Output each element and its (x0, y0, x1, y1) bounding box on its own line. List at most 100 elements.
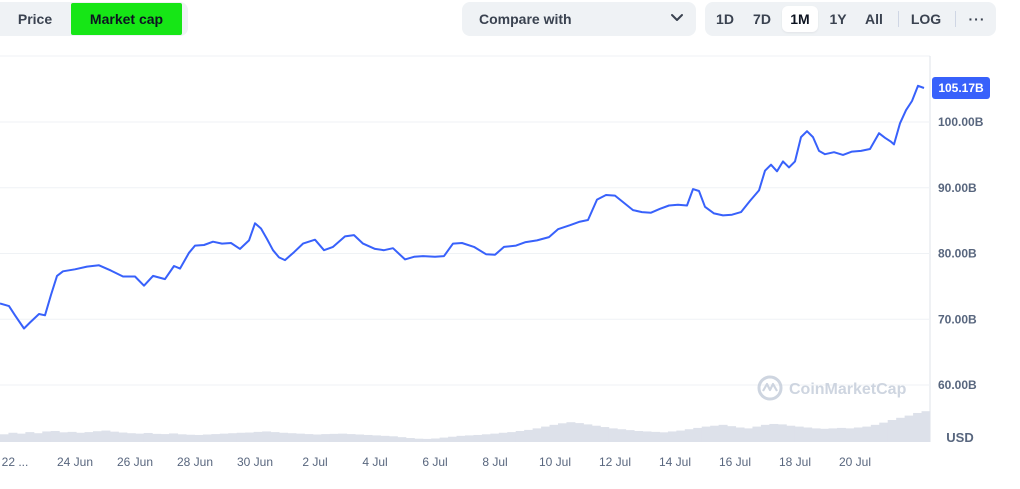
volume-bar (329, 433, 339, 442)
volume-bar (135, 433, 145, 442)
volume-bar (701, 426, 711, 442)
volume-bar (397, 437, 407, 442)
volume-bar (84, 432, 94, 442)
volume-bar (532, 428, 542, 442)
volume-bar (372, 435, 381, 442)
compare-with-label: Compare with (479, 11, 572, 27)
x-tick-label: 24 Jun (57, 455, 93, 469)
volume-bar (219, 433, 229, 442)
volume-bar (828, 428, 838, 442)
volume-bar (33, 433, 43, 442)
volume-bar (667, 431, 677, 442)
volume-bar (566, 422, 576, 442)
volume-bar (143, 432, 153, 442)
x-tick-label: 8 Jul (482, 455, 507, 469)
x-tick-label: 4 Jul (362, 455, 387, 469)
more-horizontal-icon[interactable]: ··· (968, 11, 986, 27)
volume-bar (126, 433, 136, 442)
volume-bar (853, 427, 863, 442)
volume-bar (591, 425, 601, 442)
watermark-text: CoinMarketCap (789, 381, 907, 398)
x-tick-label: 26 Jun (117, 455, 153, 469)
volume-bar (414, 438, 424, 442)
coinmarketcap-logo-mark (762, 382, 778, 392)
volume-bar (59, 432, 69, 442)
volume-bars (0, 411, 931, 442)
compare-with-dropdown[interactable]: Compare with (462, 2, 696, 36)
tab-price[interactable]: Price (17, 11, 53, 27)
time-range-switch: 1D 7D 1M 1Y All LOG ··· (705, 2, 996, 36)
volume-bar (67, 431, 77, 442)
range-divider (898, 11, 899, 27)
volume-bar (896, 417, 906, 442)
volume-bar (101, 430, 111, 442)
volume-bar (202, 434, 212, 442)
x-tick-label: 20 Jul (839, 455, 871, 469)
range-all-button[interactable]: All (865, 11, 883, 27)
volume-bar (448, 436, 458, 442)
range-1y-button[interactable]: 1Y (829, 11, 847, 27)
volume-bar (608, 428, 618, 442)
last-value-badge (932, 77, 990, 99)
last-value-label: 105.17B (932, 77, 990, 99)
volume-bar (16, 433, 26, 442)
volume-bar (211, 434, 221, 442)
volume-bar (735, 427, 745, 442)
volume-bar (794, 426, 804, 442)
log-scale-button[interactable]: LOG (910, 11, 942, 27)
x-tick-label: 2 Jul (302, 455, 327, 469)
volume-bar (456, 435, 466, 442)
volume-bar (338, 433, 348, 442)
volume-bar (380, 435, 390, 442)
x-axis-ticks: 22 ... 24 Jun 26 Jun 28 Jun 30 Jun 2 Jul 4 Jul… (2, 455, 871, 469)
chart-type-switch: Price Market cap (0, 2, 188, 36)
y-tick-label: 60.00B (938, 378, 977, 392)
series-line (0, 84, 925, 330)
volume-bar (786, 425, 796, 442)
volume-bar (913, 412, 923, 442)
volume-bar (236, 432, 246, 442)
chevron-down-icon (671, 14, 683, 21)
volume-bar (718, 424, 728, 442)
tab-market-cap[interactable]: Market cap (71, 3, 182, 35)
range-1m-button[interactable]: 1M (782, 6, 818, 32)
volume-bar (481, 434, 491, 442)
volume-bar (727, 426, 737, 442)
volume-bar (295, 433, 305, 442)
volume-bar (921, 411, 931, 442)
volume-bar (431, 438, 441, 442)
volume-bar (245, 432, 255, 442)
volume-bar (262, 431, 272, 442)
range-1d-button[interactable]: 1D (716, 11, 734, 27)
range-divider (955, 11, 956, 27)
volume-bar (304, 434, 314, 442)
volume-bar (194, 434, 204, 442)
x-tick-label: 10 Jul (539, 455, 571, 469)
volume-bar (312, 434, 322, 442)
volume-bar (617, 429, 627, 442)
volume-bar (287, 433, 297, 442)
x-tick-label: 22 ... (2, 455, 29, 469)
volume-bar (346, 434, 356, 442)
volume-bar (355, 434, 365, 442)
volume-bar (498, 432, 508, 442)
volume-bar (820, 428, 830, 442)
gridlines (0, 121, 930, 386)
range-7d-button[interactable]: 7D (753, 11, 771, 27)
volume-bar (879, 422, 889, 442)
volume-bar (160, 434, 170, 442)
volume-bar (845, 428, 855, 442)
volume-bar (25, 432, 35, 442)
volume-bar (634, 431, 644, 442)
volume-bar (405, 438, 415, 442)
volume-bar (625, 430, 635, 442)
volume-bar (693, 427, 703, 442)
x-tick-label: 12 Jul (599, 455, 631, 469)
volume-bar (439, 437, 449, 442)
volume-bar (524, 429, 534, 442)
chart-toolbar: Price Market cap Compare with 1D 7D 1M 1… (0, 0, 1020, 40)
y-tick-label: 90.00B (938, 181, 977, 195)
volume-bar (270, 432, 280, 442)
x-tick-label: 6 Jul (422, 455, 447, 469)
volume-bar (490, 433, 500, 442)
